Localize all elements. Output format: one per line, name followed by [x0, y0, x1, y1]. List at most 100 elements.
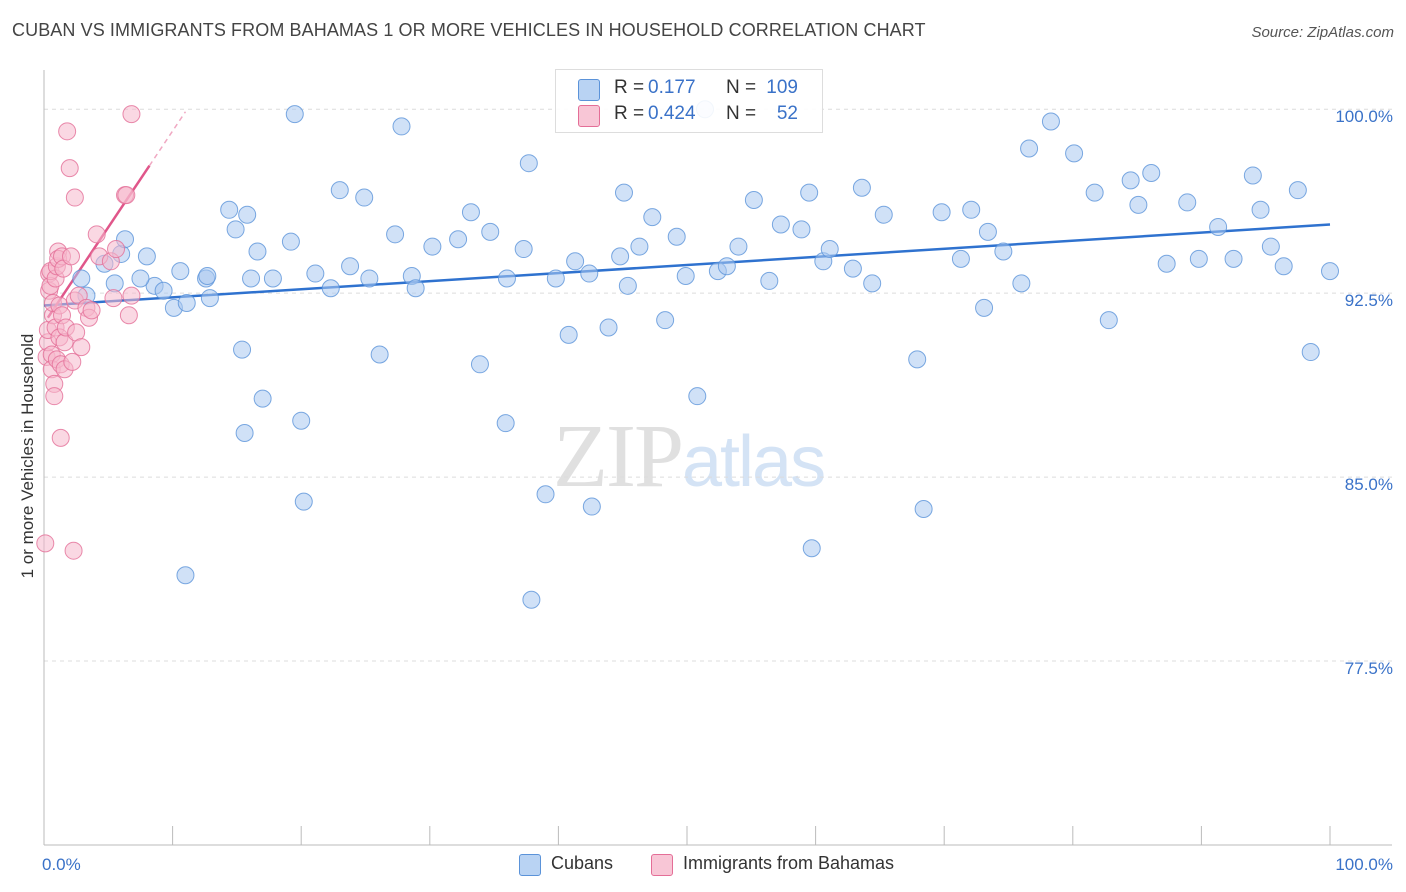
cubans-point [582, 497, 601, 516]
cubans-point [729, 237, 748, 256]
y-tick-label: 92.5% [1345, 291, 1393, 310]
cubans-point [406, 279, 425, 298]
bahamas-point [62, 247, 81, 266]
gridlines [44, 108, 1392, 662]
cubans-point [200, 289, 219, 308]
cubans-point [643, 208, 662, 227]
cubans-point [1261, 237, 1280, 256]
legend-r-value: 0.424 [648, 103, 696, 124]
bahamas-point [72, 338, 91, 357]
bahamas-point [104, 289, 123, 308]
bahamas-point [51, 428, 70, 447]
watermark: ZIPatlas [553, 405, 826, 508]
cubans-point [744, 190, 763, 209]
cubans-point [171, 262, 190, 281]
cubans-point [1189, 249, 1208, 268]
cubans-point [1142, 164, 1161, 183]
axes [43, 70, 1392, 846]
source-label: Source: ZipAtlas.com [1251, 24, 1394, 41]
legend-swatch-bahamas [651, 854, 673, 876]
cubans-point [226, 220, 245, 239]
bahamas-trend-extension [148, 111, 187, 167]
bahamas-point [36, 534, 55, 553]
trend-lines [43, 111, 1331, 319]
cubans-point [760, 271, 779, 290]
watermark-zip: ZIP [553, 407, 684, 506]
cubans-point [771, 215, 790, 234]
correlation-legend: R = 0.177 N = 109 R = 0.424 N = 52 [555, 69, 823, 133]
cubans-point [614, 183, 633, 202]
bahamas-point [117, 186, 136, 205]
cubans-point [292, 411, 311, 430]
cubans-point [177, 293, 196, 312]
cubans-point [800, 183, 819, 202]
cubans-point [263, 269, 282, 288]
cubans-point [1321, 262, 1339, 281]
cubans-point [1301, 343, 1320, 362]
bahamas-point [58, 122, 77, 141]
cubans-point [1251, 200, 1270, 219]
x-tick-label: 100.0% [1335, 855, 1393, 874]
cubans-point [235, 423, 254, 442]
cubans-point [559, 325, 578, 344]
cubans-point [1157, 254, 1176, 273]
cubans-point [843, 259, 862, 278]
bahamas-point [107, 240, 126, 259]
cubans-point [470, 355, 489, 374]
cubans-point [154, 281, 173, 300]
cubans-point [1129, 195, 1148, 214]
cubans-point [1288, 181, 1307, 200]
cubans-point [285, 105, 304, 124]
cubans-point [820, 240, 839, 259]
cubans-point [1243, 166, 1262, 185]
cubans-point [951, 249, 970, 268]
cubans-point [131, 269, 150, 288]
legend-n-value: 109 [766, 77, 798, 98]
legend-row-bahamas: R = 0.424 N = 52 [556, 102, 822, 128]
bahamas-point [63, 352, 82, 371]
cubans-point [792, 220, 811, 239]
cubans-point [676, 267, 695, 286]
cubans-point [1224, 249, 1243, 268]
bahamas-point [64, 541, 83, 560]
cubans-point [1085, 183, 1104, 202]
cubans-point [370, 345, 389, 364]
cubans-point [580, 264, 599, 283]
legend-swatch-cubans [578, 79, 600, 101]
cubans-point [449, 230, 468, 249]
cubans-point [536, 485, 555, 504]
cubans-point [198, 267, 217, 286]
legend-n-label: N = [726, 77, 757, 98]
y-tick-label: 77.5% [1345, 659, 1393, 678]
legend-r-label: R = [614, 77, 645, 98]
bahamas-point [87, 225, 106, 244]
cubans-point [341, 257, 360, 276]
legend-label-bahamas: Immigrants from Bahamas [683, 853, 895, 873]
legend-row-cubans: R = 0.177 N = 109 [556, 76, 822, 102]
cubans-point [975, 298, 994, 317]
y-tick-label: 100.0% [1335, 107, 1393, 126]
data-points [36, 100, 1339, 609]
cubans-point [481, 222, 500, 241]
series-legend: Cubans Immigrants from Bahamas [0, 852, 1406, 878]
cubans-point [522, 590, 541, 609]
chart-title: CUBAN VS IMMIGRANTS FROM BAHAMAS 1 OR MO… [12, 20, 926, 40]
bahamas-point [122, 105, 141, 124]
legend-swatch-bahamas [578, 105, 600, 127]
cubans-point [1178, 193, 1197, 212]
legend-r-label: R = [614, 103, 645, 124]
cubans-point [656, 311, 675, 330]
cubans-point [978, 222, 997, 241]
cubans-point [248, 242, 267, 261]
cubans-point [1209, 217, 1228, 236]
watermark-atlas: atlas [682, 422, 826, 502]
cubans-point [908, 350, 927, 369]
cubans-point [330, 181, 349, 200]
cubans-point [932, 203, 951, 222]
y-axis-label: 1 or more Vehicles in Household [18, 333, 37, 579]
cubans-trend-line [43, 223, 1331, 307]
cubans-point [514, 240, 533, 259]
cubans-point [1274, 257, 1293, 276]
cubans-point [220, 200, 239, 219]
